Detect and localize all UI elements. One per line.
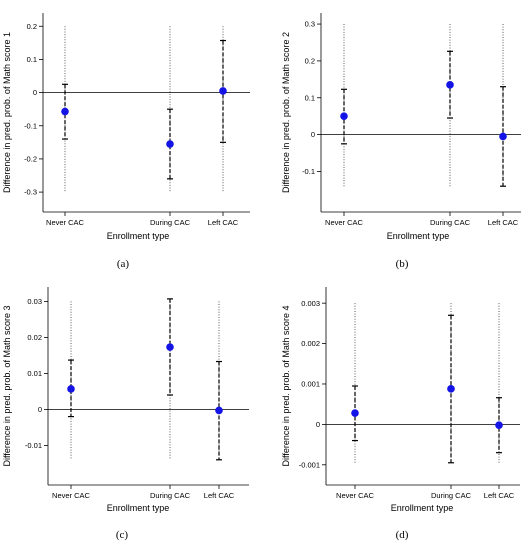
y-tick-label: 0.003 xyxy=(301,299,320,308)
x-tick-label: Never CAC xyxy=(336,491,375,500)
panel-2: 0.3 0.2 0.1 0 -0.1 Never CAC During CAC Left CA… xyxy=(281,13,521,270)
y-tick-label: -0.2 xyxy=(24,155,37,164)
y-tick-label: 0.002 xyxy=(301,339,320,348)
y-tick-label: -0.001 xyxy=(299,460,320,469)
estimate-point xyxy=(340,112,348,120)
x-axis-label: Enrollment type xyxy=(387,231,450,241)
x-axis-label: Enrollment type xyxy=(107,503,170,513)
estimate-point xyxy=(351,409,359,417)
y-tick-label: -0.01 xyxy=(25,441,42,450)
y-tick-label: 0 xyxy=(38,405,42,414)
x-tick-label: Never CAC xyxy=(46,218,85,227)
y-tick-label: 0.001 xyxy=(301,380,320,389)
estimate-point xyxy=(166,343,174,351)
y-tick-label: 0.2 xyxy=(305,57,315,66)
x-axis-label: Enrollment type xyxy=(107,231,170,241)
estimate-point xyxy=(219,87,227,95)
estimate-point xyxy=(499,132,507,141)
x-tick-label: During CAC xyxy=(431,491,472,500)
estimate-point xyxy=(447,385,455,393)
x-axis-label: Enrollment type xyxy=(391,503,454,513)
y-tick-label: 0.03 xyxy=(27,297,42,306)
y-tick-label: 0 xyxy=(33,88,37,97)
y-tick-label: 0.1 xyxy=(27,55,37,64)
panel-label: (d) xyxy=(396,529,409,541)
estimate-point xyxy=(495,421,503,429)
panel-3: 0.03 0.02 0.01 0 -0.01 Never CAC During CAC Lef… xyxy=(2,287,249,541)
y-axis-label: Difference in pred. prob. of Math score … xyxy=(2,306,12,467)
x-tick-label: During CAC xyxy=(150,491,191,500)
x-tick-label: Left CAC xyxy=(208,218,239,227)
y-tick-label: -0.1 xyxy=(24,121,37,130)
panel-4: 0.003 0.002 0.001 0 -0.001 Never CAC During CA… xyxy=(281,287,520,541)
y-tick-label: 0.02 xyxy=(27,333,42,342)
estimate-point xyxy=(446,81,454,89)
y-tick-label: -0.3 xyxy=(24,188,37,197)
y-tick-label: 0 xyxy=(311,130,315,139)
panel-1: 0.2 0.1 0 -0.1 -0.2 -0.3 Never CAC During CAC Le… xyxy=(2,13,250,270)
estimate-point xyxy=(215,406,223,415)
x-tick-label: During CAC xyxy=(430,218,471,227)
y-tick-label: 0.2 xyxy=(27,22,37,31)
panel-label: (c) xyxy=(116,529,129,541)
panel-label: (a) xyxy=(117,258,130,270)
x-tick-label: Never CAC xyxy=(52,491,91,500)
y-axis-label: Difference in pred. prob. of Math score … xyxy=(281,32,291,193)
x-tick-label: Left CAC xyxy=(204,491,235,500)
x-tick-label: During CAC xyxy=(150,218,191,227)
estimate-point xyxy=(166,140,174,148)
estimate-point xyxy=(61,107,69,116)
x-tick-label: Never CAC xyxy=(325,218,364,227)
y-tick-label: 0 xyxy=(316,420,320,429)
y-tick-label: -0.1 xyxy=(302,167,315,176)
y-axis-label: Difference in pred. prob. of Math score … xyxy=(281,306,291,467)
y-tick-label: 0.3 xyxy=(305,20,315,29)
x-tick-label: Left CAC xyxy=(488,218,519,227)
y-tick-label: 0.01 xyxy=(27,369,42,378)
panel-label: (b) xyxy=(396,258,409,270)
estimate-point xyxy=(67,385,75,393)
x-tick-label: Left CAC xyxy=(484,491,515,500)
y-axis-label: Difference in pred. prob. of Math score … xyxy=(2,32,12,193)
y-tick-label: 0.1 xyxy=(305,93,315,102)
